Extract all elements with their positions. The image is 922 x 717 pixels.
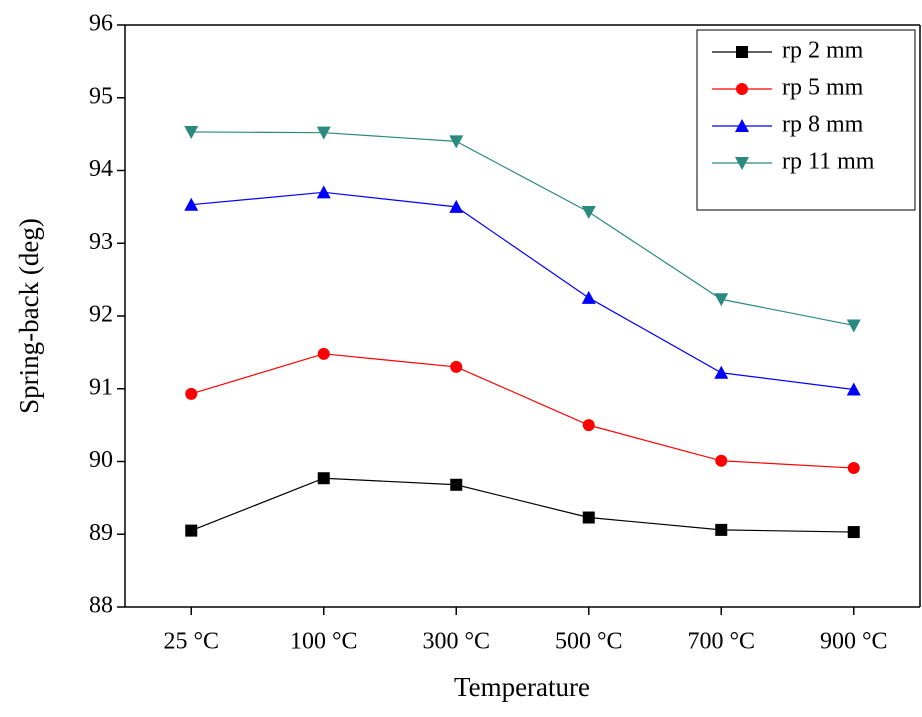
y-tick-label: 90 (89, 447, 113, 473)
x-tick-label: 25 °C (163, 629, 219, 655)
legend-label: rp 11 mm (782, 149, 875, 175)
legend-label: rp 5 mm (782, 75, 864, 101)
marker (317, 185, 331, 198)
marker (582, 206, 596, 219)
y-tick-label: 94 (89, 156, 113, 182)
x-tick-label: 300 °C (422, 629, 490, 655)
y-tick-label: 89 (89, 520, 113, 546)
series-line (191, 192, 854, 389)
marker (582, 291, 596, 304)
y-tick-label: 93 (89, 229, 113, 255)
x-tick-label: 700 °C (687, 629, 755, 655)
marker (185, 388, 197, 400)
y-tick-label: 95 (89, 83, 113, 109)
marker (714, 366, 728, 379)
marker (583, 512, 595, 524)
marker (318, 472, 330, 484)
marker (450, 479, 462, 491)
marker (450, 361, 462, 373)
y-tick-label: 91 (89, 374, 113, 400)
y-tick-label: 96 (89, 11, 113, 37)
marker (736, 83, 748, 95)
x-axis-label: Temperature (454, 672, 590, 702)
y-axis-label: Spring-back (deg) (14, 218, 44, 414)
legend-label: rp 8 mm (782, 112, 864, 138)
marker (848, 526, 860, 538)
marker (848, 462, 860, 474)
chart: Temperature Spring-back (deg) 88 89 90 91 92… (0, 0, 922, 717)
x-tick-label: 500 °C (555, 629, 623, 655)
x-tick-label: 100 °C (290, 629, 358, 655)
series-line (191, 478, 854, 532)
x-tick-label: 900 °C (820, 629, 888, 655)
marker (318, 348, 330, 360)
series-line (191, 354, 854, 468)
y-tick-label: 92 (89, 302, 113, 328)
marker (583, 419, 595, 431)
marker (715, 455, 727, 467)
marker (736, 46, 748, 58)
marker (847, 319, 861, 332)
legend-label: rp 2 mm (782, 38, 864, 64)
marker (185, 525, 197, 537)
y-tick-label: 88 (89, 593, 113, 619)
marker (715, 524, 727, 536)
marker (449, 135, 463, 148)
